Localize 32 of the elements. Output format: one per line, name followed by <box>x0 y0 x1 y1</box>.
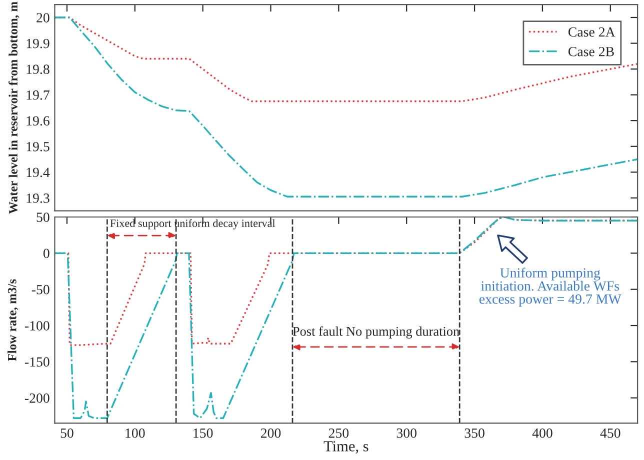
y-tick-label: -100 <box>24 321 50 330</box>
y-tick-label: 20 <box>36 13 50 22</box>
y-tick-label: 19.3 <box>26 194 50 203</box>
annotation: Fixed support uniform decay interval <box>110 219 276 230</box>
x-tick-label: 300 <box>396 428 416 438</box>
y-tick-label: 19.9 <box>26 38 50 48</box>
x-tick-label: 200 <box>260 428 281 438</box>
legend-label: Case 2B <box>568 46 614 56</box>
x-tick-label: 50 <box>60 428 74 438</box>
legend-label: Case 2A <box>568 27 616 37</box>
y-tick-label: 19.7 <box>26 90 50 100</box>
y-tick-label: 0 <box>43 248 50 258</box>
y-tick-label: 19.6 <box>26 116 50 126</box>
x-tick-label: 350 <box>464 428 484 438</box>
y-tick-label: -150 <box>24 357 50 367</box>
y-tick-label: -200 <box>24 393 50 403</box>
annotation: Post fault No pumping duration <box>292 326 460 339</box>
x-tick-label: 250 <box>328 428 349 438</box>
x-tick-label: 100 <box>126 428 145 438</box>
y-tick-label: 50 <box>36 212 50 222</box>
x-tick-label: 450 <box>600 428 620 438</box>
x-tick-label: 400 <box>532 428 552 438</box>
y-axis-title: Flow rate, m3/s <box>8 279 18 362</box>
x-axis-title: Time, s <box>324 441 368 454</box>
annotation: Uniform pumping initiation. Available WFs excess power = 49.7 MW <box>479 268 622 307</box>
y-tick-label: 19.5 <box>26 142 50 152</box>
y-tick-label: 19.4 <box>26 168 50 178</box>
x-tick-label: 150 <box>194 428 213 438</box>
y-axis-title: Water level in reservoir from bottom, m <box>8 2 20 214</box>
y-tick-label: -50 <box>32 284 50 294</box>
line-series <box>54 16 638 198</box>
y-tick-label: 19.8 <box>26 64 50 74</box>
